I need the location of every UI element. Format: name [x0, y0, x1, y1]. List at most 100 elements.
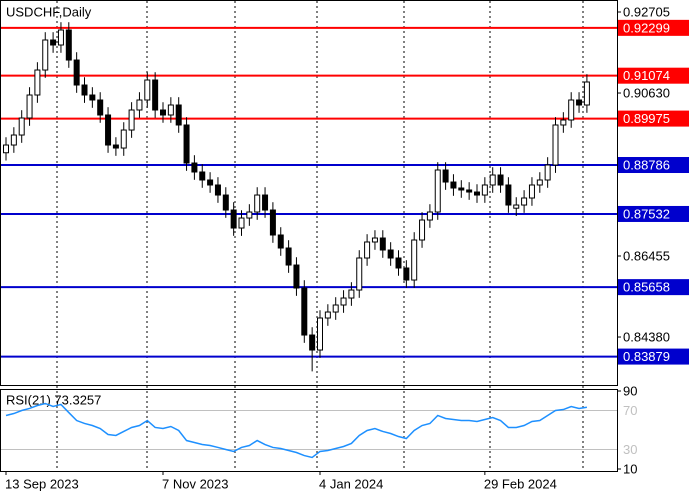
candle-body — [426, 211, 433, 221]
candle-body — [324, 311, 331, 319]
candle-body — [199, 171, 206, 181]
candle-body — [97, 99, 104, 116]
candle-body — [183, 124, 190, 164]
candle-body — [222, 194, 229, 211]
candle-body — [128, 109, 135, 131]
candle-body — [528, 184, 535, 199]
candle-body — [576, 99, 583, 106]
candle-body — [544, 164, 551, 181]
candle-body — [317, 317, 323, 351]
candle-body — [474, 191, 480, 196]
level-label-box — [618, 279, 689, 296]
level-label: 0.89975 — [623, 111, 670, 126]
period-separators — [56, 1, 584, 471]
level-label-box — [618, 110, 689, 127]
level-label: 30 — [623, 442, 637, 457]
level-label: 0.91074 — [623, 68, 670, 83]
candle-body — [497, 174, 504, 186]
candle-body — [34, 69, 41, 96]
y-tick-label: 90 — [623, 383, 637, 398]
candle-body — [10, 134, 17, 146]
candle-body — [411, 239, 418, 281]
candle-body — [175, 104, 182, 126]
candle-body — [26, 94, 33, 119]
level-label: 0.85658 — [623, 280, 670, 295]
candle-body — [285, 247, 292, 266]
candle-body — [65, 29, 72, 61]
level-label-box — [618, 348, 689, 365]
candle-body — [246, 211, 253, 219]
x-tick-label: 7 Nov 2023 — [162, 476, 229, 491]
x-tick-label: 13 Sep 2023 — [5, 476, 79, 491]
x-tick-label: 4 Jan 2024 — [319, 476, 383, 491]
candle-body — [371, 237, 378, 243]
level-label: 0.87532 — [623, 206, 670, 221]
candle-body — [364, 241, 371, 259]
x-tick-label: 29 Feb 2024 — [484, 476, 557, 491]
candle-body — [583, 81, 590, 106]
candle-body — [254, 194, 261, 213]
candle-body — [269, 209, 276, 236]
candle-body — [513, 204, 520, 209]
candle-body — [481, 184, 488, 196]
candle-body — [120, 129, 127, 149]
candle-body — [505, 184, 512, 206]
level-label-box — [618, 205, 689, 222]
candle-body — [105, 114, 112, 146]
candle-body — [152, 79, 159, 111]
candle-body — [81, 84, 88, 96]
y-tick-label: 10 — [623, 461, 637, 476]
candle-body — [262, 194, 269, 211]
candle-body — [136, 99, 143, 111]
candle-body — [293, 264, 300, 289]
candle-body — [332, 304, 339, 313]
candle-body — [395, 257, 402, 269]
level-label: 0.88786 — [623, 157, 670, 172]
level-label-box — [618, 67, 689, 84]
candle-body — [112, 144, 119, 149]
candle-body — [57, 29, 64, 46]
candle-body — [560, 119, 567, 126]
candle-body — [191, 162, 198, 173]
level-label: 0.83879 — [623, 349, 670, 364]
candle-body — [552, 124, 559, 166]
candle-body — [18, 117, 25, 136]
candle-body — [419, 219, 426, 241]
y-tick-label: 0.92705 — [623, 4, 670, 19]
candle-body — [167, 104, 174, 116]
candle-body — [230, 209, 237, 229]
y-tick-label: 0.86455 — [623, 248, 670, 263]
candle-body — [348, 289, 355, 299]
main-panel-frame — [0, 0, 618, 386]
candle-body — [42, 39, 49, 71]
candle-body — [379, 237, 386, 251]
candle-body — [458, 187, 465, 191]
candle-body — [301, 287, 308, 336]
candle-body — [214, 184, 221, 196]
candle-body — [521, 197, 528, 206]
candle-body — [207, 179, 214, 186]
candle-body — [442, 169, 449, 183]
level-label: 0.92299 — [623, 20, 670, 35]
candle-body — [387, 249, 394, 259]
level-label: 70 — [623, 403, 637, 418]
rsi-panel-frame — [0, 389, 618, 472]
candle-body — [489, 174, 496, 186]
panel-title: RSI(21) 73.3257 — [6, 392, 101, 407]
candle-body — [356, 257, 363, 291]
candle-body — [536, 179, 543, 186]
y-tick-label: 0.84380 — [623, 329, 670, 344]
candle-body — [89, 94, 96, 101]
candle-body — [568, 99, 575, 121]
candle-body — [434, 169, 441, 213]
level-label-box — [618, 157, 689, 174]
panel-title: USDCHF,Daily — [6, 4, 92, 19]
candle-body — [403, 267, 410, 281]
rsi-line — [5, 402, 588, 459]
candle-body — [277, 234, 284, 249]
candle-body — [3, 144, 9, 154]
y-tick-label: 0.90630 — [623, 85, 670, 100]
candle-body — [50, 39, 57, 46]
